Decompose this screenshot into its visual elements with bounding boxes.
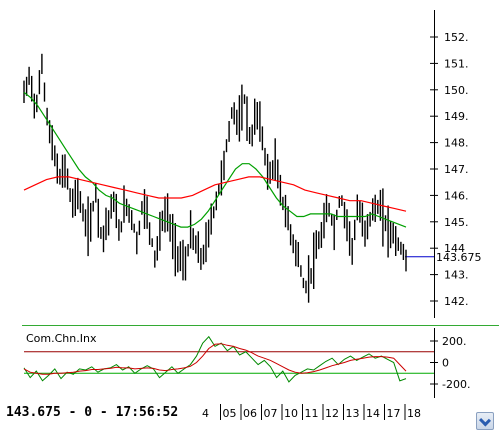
price-tick-label: 143. xyxy=(444,269,469,282)
time-axis: 4 05 06 07 10 11 12 13 14 17 18 xyxy=(202,404,421,420)
cci-title: Com.Chn.Inx xyxy=(26,332,97,345)
price-panel: 152. 151. 150. 149. 148. 147. 146. 145. 144 143. 1… xyxy=(23,10,482,318)
cci-signal-line xyxy=(23,343,407,375)
price-tick-label: 151. xyxy=(444,57,469,70)
cci-tick-label: 0 xyxy=(442,357,449,370)
chart-menu-button[interactable] xyxy=(476,412,494,430)
time-tick-label: 05 xyxy=(223,407,237,420)
corner-arrow-icon xyxy=(478,414,492,427)
status-readout: 143.675 - 0 - 17:56:52 xyxy=(6,405,179,420)
cci-tick-label: 200. xyxy=(442,335,467,348)
ma-slow-line xyxy=(23,176,407,212)
price-tick-label: 147. xyxy=(444,163,469,176)
price-tick-label: 144 xyxy=(444,242,465,255)
time-tick-label: 4 xyxy=(202,407,209,420)
price-tick-label: 142. xyxy=(444,295,469,308)
time-tick-label: 14 xyxy=(366,407,380,420)
price-tick-label: 150. xyxy=(444,84,469,97)
time-tick-label: 07 xyxy=(264,407,278,420)
cci-panel: Com.Chn.Inx 200. 0 -200. xyxy=(23,328,470,398)
ma-fast-line xyxy=(23,91,407,228)
time-tick-label: 12 xyxy=(325,407,339,420)
cci-tick-label: -200. xyxy=(442,378,470,391)
price-tick-label: 149. xyxy=(444,110,469,123)
time-tick-label: 13 xyxy=(346,407,360,420)
time-tick-label: 06 xyxy=(243,407,257,420)
cci-line xyxy=(23,335,407,383)
time-tick-label: 10 xyxy=(284,407,298,420)
last-value-label: 143.675 xyxy=(436,251,482,264)
time-tick-label: 11 xyxy=(305,407,319,420)
price-tick-label: 152. xyxy=(444,31,469,44)
time-tick-label: 17 xyxy=(387,407,401,420)
price-tick-label: 148. xyxy=(444,137,469,150)
price-tick-label: 145. xyxy=(444,216,469,229)
price-bars xyxy=(23,53,407,303)
time-tick-label: 18 xyxy=(407,407,421,420)
price-tick-label: 146. xyxy=(444,189,469,202)
